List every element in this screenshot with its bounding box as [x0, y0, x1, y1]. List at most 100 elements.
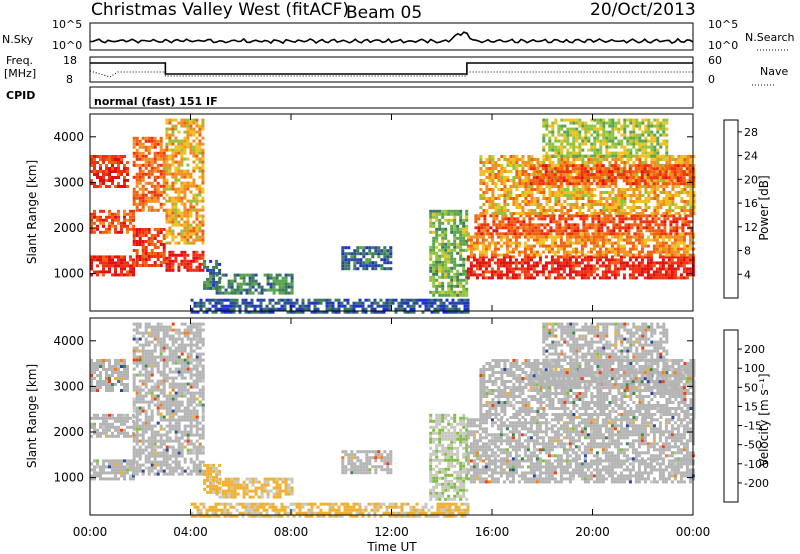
scatter-cell: [565, 241, 569, 245]
scatter-cell: [494, 164, 498, 167]
scatter-cell: [480, 232, 484, 236]
scatter-cell: [99, 230, 102, 234]
scatter-cell: [215, 285, 219, 289]
scatter-cell: [485, 188, 489, 191]
scatter-cell: [156, 181, 160, 185]
scatter-cell: [659, 176, 663, 179]
scatter-cell: [343, 298, 347, 302]
scatter-cell: [180, 196, 184, 200]
scatter-cell: [472, 244, 476, 248]
scatter-cell: [183, 157, 187, 161]
scatter-cell: [687, 232, 691, 236]
scatter-cell: [526, 255, 530, 259]
scatter-cell: [168, 250, 172, 254]
scatter-cell: [688, 244, 692, 248]
scatter-cell: [563, 206, 567, 209]
scatter-cell: [656, 124, 660, 128]
scatter-cell: [670, 167, 674, 171]
scatter-cell: [195, 187, 199, 191]
scatter-cell: [153, 178, 157, 182]
scatter-cell: [656, 206, 660, 209]
scatter-cell: [400, 301, 404, 305]
scatter-cell: [343, 307, 347, 311]
scatter-cell: [557, 188, 561, 191]
scatter-cell: [587, 191, 591, 194]
scatter-cell: [685, 173, 689, 177]
scatter-cell: [612, 229, 616, 233]
scatter-cell: [418, 298, 422, 302]
scatter-cell: [526, 270, 530, 274]
scatter-cell: [198, 220, 202, 224]
scatter-cell: [379, 298, 383, 302]
y-tick-label: 3000: [53, 175, 84, 189]
scatter-cell: [489, 232, 493, 236]
scatter-cell: [466, 273, 470, 277]
scatter-cell: [623, 154, 627, 158]
scatter-cell: [500, 170, 504, 173]
scatter-cell: [688, 235, 692, 239]
scatter-cell: [444, 254, 448, 258]
scatter-cell: [189, 175, 193, 179]
scatter-cell: [529, 167, 533, 171]
scatter-cell: [585, 232, 589, 236]
scatter-cell: [593, 142, 597, 146]
scatter-cell: [650, 133, 654, 137]
scatter-cell: [193, 310, 197, 314]
scatter-cell: [576, 223, 580, 227]
scatter-cell: [295, 298, 299, 302]
scatter-band: [341, 246, 393, 271]
scatter-cell: [655, 235, 659, 239]
scatter-cell: [645, 220, 649, 224]
scatter-cell: [274, 301, 278, 305]
scatter-cell: [135, 234, 139, 237]
scatter-cell: [665, 142, 669, 146]
scatter-cell: [677, 155, 681, 158]
scatter-cell: [662, 130, 666, 134]
scatter-cell: [218, 285, 222, 289]
scatter-cell: [365, 267, 369, 271]
scatter-cell: [503, 167, 507, 170]
scatter-cell: [509, 179, 513, 182]
scatter-cell: [596, 161, 600, 164]
scatter-cell: [144, 172, 148, 176]
scatter-cell: [183, 124, 187, 128]
scatter-cell: [612, 220, 616, 224]
scatter-cell: [174, 175, 178, 179]
scatter-cell: [646, 264, 650, 268]
scatter-cell: [602, 203, 606, 206]
scatter-cell: [347, 252, 351, 256]
scatter-cell: [451, 301, 455, 305]
scatter-cell: [517, 244, 521, 248]
scatter-cell: [453, 272, 457, 276]
scatter-cell: [676, 167, 680, 171]
scatter-cell: [530, 188, 534, 191]
scatter-cell: [435, 251, 439, 255]
scatter-cell: [563, 161, 567, 164]
scatter-cell: [183, 121, 187, 125]
scatter-cell: [403, 310, 407, 314]
scatter-cell: [580, 164, 584, 168]
scatter-cell: [667, 235, 671, 239]
scatter-cell: [548, 194, 552, 197]
scatter-cell: [135, 258, 139, 261]
scatter-cell: [653, 161, 657, 164]
scatter-cell: [389, 249, 393, 253]
scatter-cell: [242, 282, 246, 286]
scatter-cell: [141, 136, 145, 140]
scatter-cell: [536, 191, 540, 194]
scatter-cell: [328, 298, 332, 302]
scatter-cell: [138, 208, 142, 212]
scatter-cell: [90, 477, 93, 481]
scatter-cell: [684, 217, 688, 221]
scatter-cell: [483, 220, 487, 224]
scatter-cell: [183, 142, 187, 146]
scatter-cell: [625, 264, 629, 268]
scatter-cell: [465, 233, 469, 237]
scatter-cell: [504, 232, 508, 236]
scatter-cell: [150, 240, 154, 243]
scatter-cell: [409, 307, 413, 311]
scatter-cell: [578, 148, 582, 152]
scatter-cell: [441, 245, 445, 249]
scatter-cell: [592, 276, 596, 280]
scatter-cell: [551, 164, 555, 167]
